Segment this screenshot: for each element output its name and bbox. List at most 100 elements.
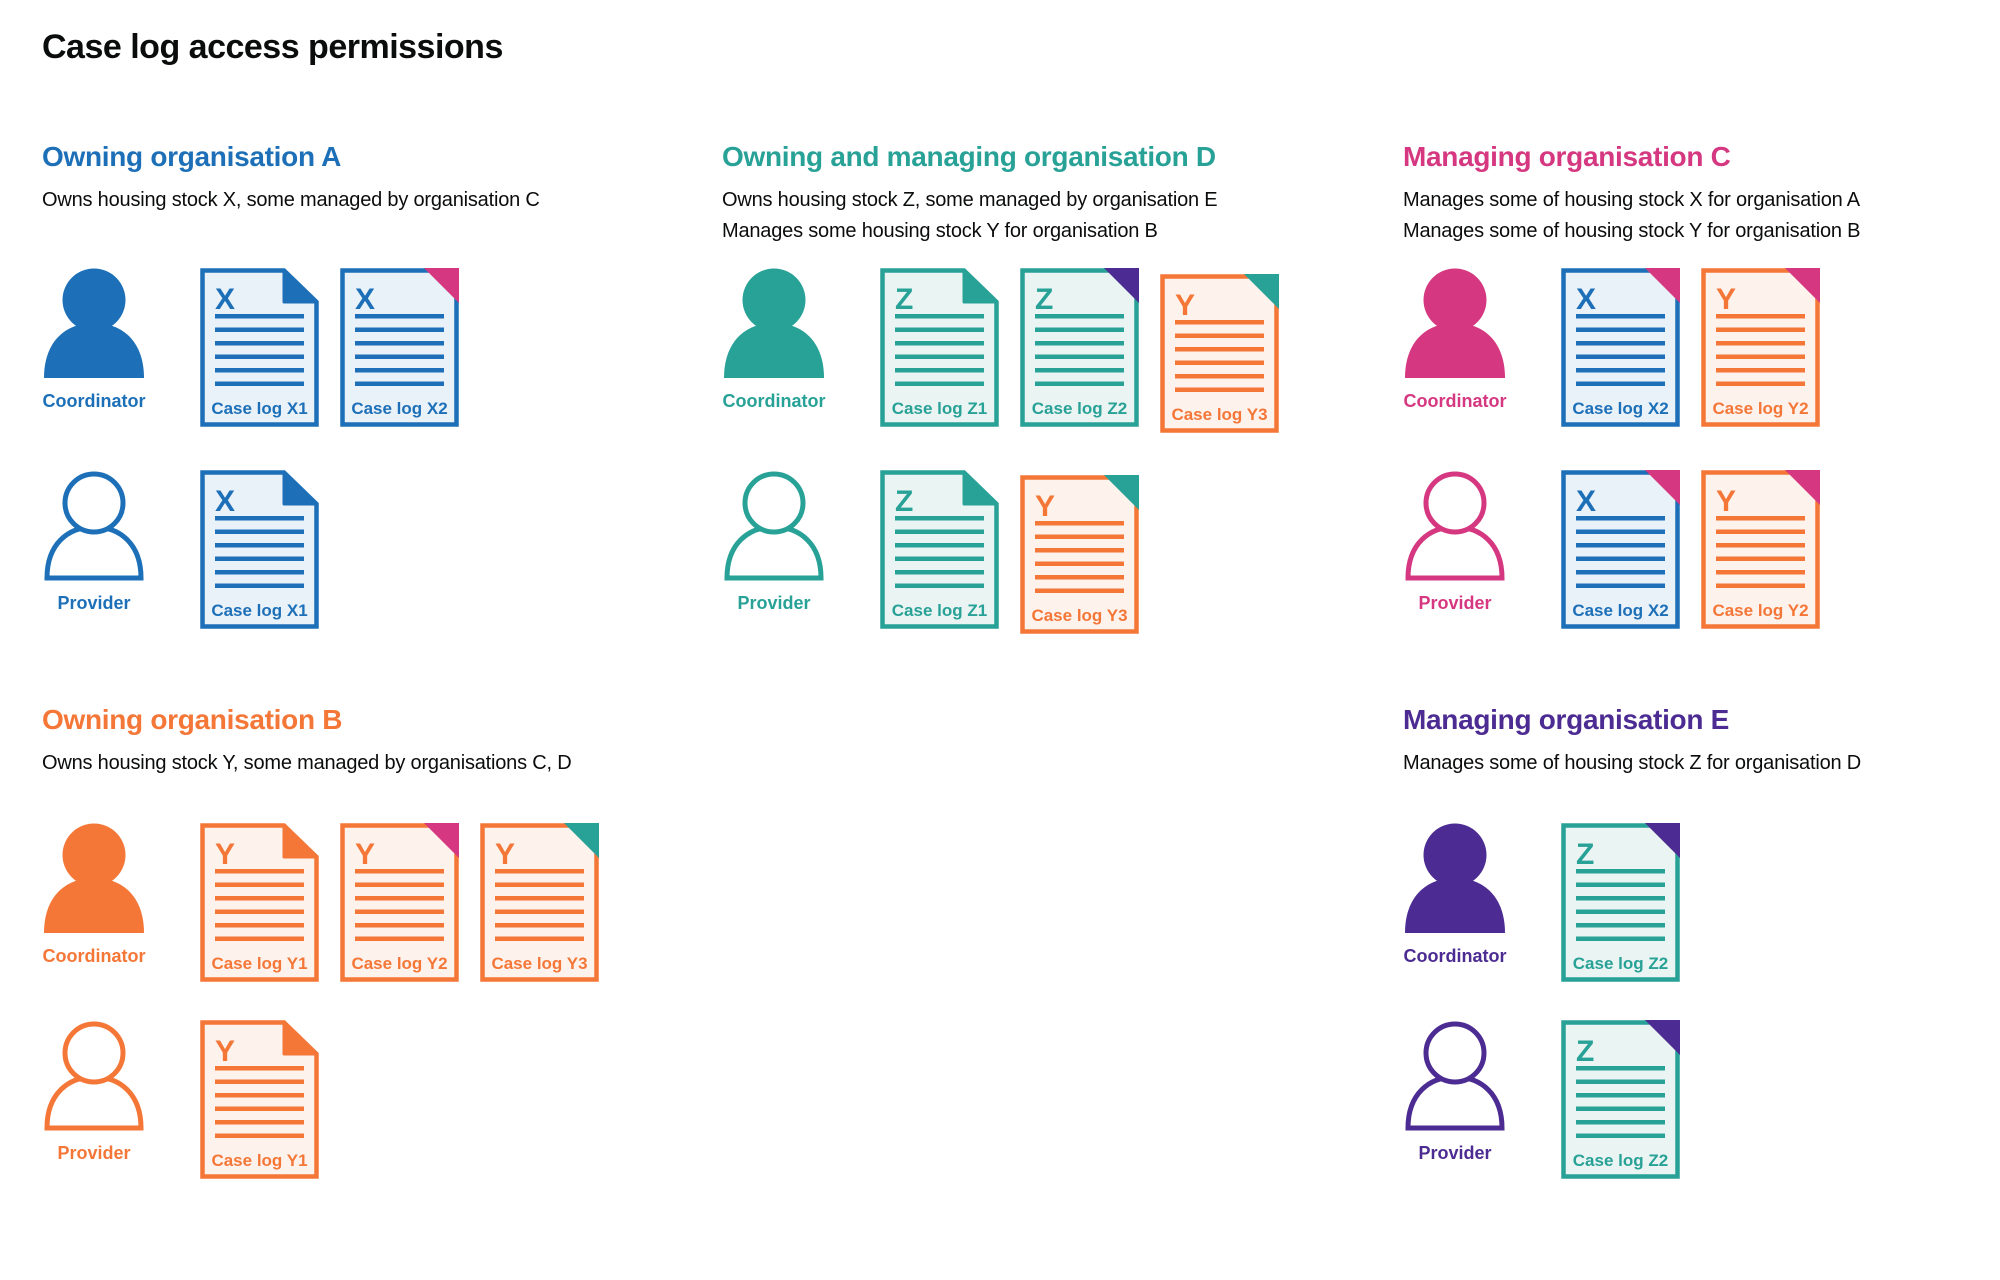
doc-text-line: [895, 341, 984, 346]
doc-text-line: [355, 314, 444, 319]
doc-text-line: [1716, 583, 1805, 588]
doc-fold-corner: [1785, 470, 1820, 505]
section-description: Manages some of housing stock X for orga…: [1403, 185, 2000, 247]
doc-outline: [1160, 274, 1279, 433]
doc-text-line: [215, 354, 304, 359]
person-body: [724, 524, 824, 581]
provider-person-icon: [1405, 1021, 1505, 1131]
doc-label: Case log Y2: [1712, 601, 1808, 620]
doc-fold-corner: [1645, 1020, 1680, 1055]
doc-text-lines: [355, 869, 444, 941]
doc-text-lines: [215, 1066, 304, 1138]
case-log-doc: Y Case log Y2: [1701, 470, 1820, 629]
doc-text-line: [895, 543, 984, 548]
doc-stock-letter: Y: [1035, 490, 1055, 523]
doc-label: Case log Y2: [1712, 399, 1808, 418]
case-log-doc: Y Case log Y3: [1020, 475, 1139, 634]
section-owning-and-managing-organisation-d: Owning and managing organisation D Owns h…: [722, 140, 1382, 685]
doc-text-line: [355, 341, 444, 346]
doc-text-line: [1576, 570, 1665, 575]
case-log-doc: Z Case log Z2: [1020, 268, 1139, 427]
doc-text-line: [495, 869, 584, 874]
case-log-doc: Z Case log Z1: [880, 470, 999, 629]
doc-text-line: [1576, 529, 1665, 534]
doc-text-line: [355, 909, 444, 914]
role-label: Provider: [737, 593, 811, 613]
section-owning-organisation-a: Owning organisation A Owns housing stock …: [42, 140, 702, 685]
doc-outline: [340, 268, 459, 427]
role-label: Coordinator: [1403, 946, 1507, 966]
doc-text-lines: [355, 314, 444, 386]
docs-block: Y Case log Y1: [200, 1020, 319, 1179]
doc-text-line: [1576, 381, 1665, 386]
person-body: [44, 1074, 144, 1131]
permission-row-coordinator: Coordinator Z Case log Z1 Z Case log Z2 Y Case…: [722, 268, 1382, 433]
role-icon-block: Coordinator: [1403, 823, 1507, 967]
doc-text-lines: [1716, 314, 1805, 386]
doc-fold-corner: [962, 471, 998, 506]
doc-text-line: [215, 368, 304, 373]
doc-stock-letter: Z: [895, 485, 913, 518]
doc-text-line: [1576, 1079, 1665, 1084]
doc-text-line: [1716, 314, 1805, 319]
doc-text-line: [1035, 381, 1124, 386]
doc-text-line: [895, 529, 984, 534]
doc-stock-letter: Y: [355, 838, 375, 871]
role-icon-block: Provider: [1403, 470, 1507, 614]
doc-fold-corner: [424, 268, 459, 303]
case-log-doc: Z Case log Z2: [1561, 1020, 1680, 1179]
person-head: [62, 268, 126, 332]
doc-stock-letter: Z: [1035, 283, 1053, 316]
doc-stock-letter: Z: [895, 283, 913, 316]
case-log-doc: X Case log X2: [1561, 268, 1680, 427]
doc-outline: [1561, 470, 1680, 629]
doc-text-line: [895, 583, 984, 588]
doc-text-line: [355, 923, 444, 928]
docs-block: X Case log X1 X Case log X2: [200, 268, 459, 427]
role-icon-block: Provider: [1403, 1020, 1507, 1164]
doc-text-line: [1035, 354, 1124, 359]
doc-stock-letter: Y: [1716, 283, 1736, 316]
case-log-doc: Y Case log Y3: [1160, 274, 1279, 433]
section-managing-organisation-c: Managing organisation C Manages some of h…: [1403, 140, 2000, 685]
section-description-line: Manages some of housing stock Y for orga…: [1403, 220, 1861, 242]
doc-label: Case log X2: [1572, 601, 1668, 620]
doc-fold-corner: [1104, 268, 1139, 303]
person-body: [44, 524, 144, 581]
doc-fold-corner: [1104, 475, 1139, 510]
doc-text-line: [1716, 368, 1805, 373]
doc-label: Case log Y3: [1031, 606, 1127, 625]
doc-text-line: [1035, 561, 1124, 566]
role-label: Coordinator: [42, 391, 146, 411]
person-body: [1405, 1074, 1505, 1131]
section-description-line: Manages some of housing stock Z for orga…: [1403, 752, 1862, 774]
coordinator-person-icon: [44, 823, 144, 933]
coordinator-person-icon: [1405, 268, 1505, 378]
doc-text-line: [495, 936, 584, 941]
section-title: Owning organisation A: [42, 141, 342, 172]
doc-label: Case log Z1: [892, 601, 987, 620]
doc-text-lines: [1576, 516, 1665, 588]
doc-text-line: [1576, 869, 1665, 874]
role-icon-block: Coordinator: [1403, 268, 1507, 412]
doc-text-line: [215, 896, 304, 901]
doc-text-line: [1576, 341, 1665, 346]
doc-text-line: [215, 556, 304, 561]
doc-text-line: [495, 923, 584, 928]
doc-text-line: [1716, 516, 1805, 521]
case-log-doc: Y Case log Y3: [480, 823, 599, 982]
section-description: Owns housing stock X, some managed by or…: [42, 185, 702, 216]
provider-person-icon: [44, 471, 144, 581]
doc-text-line: [355, 354, 444, 359]
doc-text-lines: [215, 869, 304, 941]
doc-stock-letter: Y: [1175, 289, 1195, 322]
section-description-line: Owns housing stock X, some managed by or…: [42, 189, 540, 211]
doc-text-line: [215, 869, 304, 874]
doc-fold-corner: [1645, 470, 1680, 505]
doc-outline: [1701, 268, 1820, 427]
doc-text-line: [355, 882, 444, 887]
doc-label: Case log X2: [351, 399, 447, 418]
doc-text-lines: [1576, 314, 1665, 386]
case-log-doc: Y Case log Y2: [340, 823, 459, 982]
doc-label: Case log Z1: [892, 399, 987, 418]
